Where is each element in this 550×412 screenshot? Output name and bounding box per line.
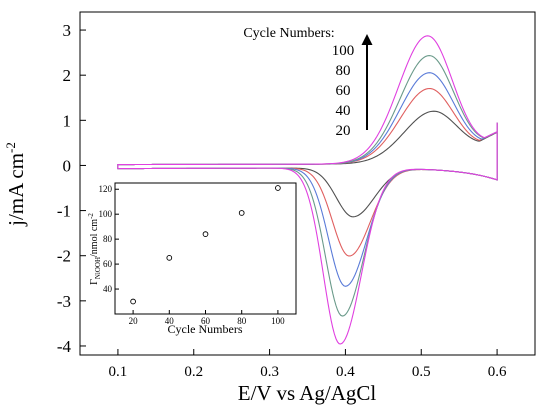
main-x-tick-label-5: 0.6	[488, 364, 507, 380]
inset-point-1	[166, 255, 173, 261]
increase-arrow-head	[361, 34, 373, 45]
main-x-tick-label-4: 0.5	[412, 364, 431, 380]
inset-ylabel-unit: /nmol cm	[89, 219, 100, 257]
main-y-tick-label-2: -2	[57, 247, 71, 266]
inset-point-2	[202, 231, 209, 238]
main-y-tick-label-7: 3	[63, 21, 72, 40]
main-xlabel: E/V vs Ag/AgCl	[238, 381, 377, 405]
main-y-tick-label-0: -4	[57, 337, 72, 356]
inset-x-tick-label-2: 60	[201, 316, 211, 326]
cycle-label-80: 80	[336, 63, 351, 79]
main-plot-frame	[79, 11, 536, 356]
inset-ylabel-subscript: NiOOH	[94, 257, 102, 279]
inset-point-0	[130, 298, 136, 305]
inset-x-tick-label-3: 80	[237, 316, 247, 326]
main-curves	[117, 35, 498, 345]
inset-y-tick-label-1: 60	[103, 259, 113, 269]
inset-point-3	[238, 210, 245, 216]
main-x-tick-label-0: 0.1	[109, 364, 128, 380]
main-x-tick-label-3: 0.4	[336, 364, 355, 380]
cycle-numbers-title: Cycle Numbers:	[243, 26, 334, 41]
cycle-label-20: 20	[336, 123, 351, 139]
inset-y-tick-label-3: 100	[99, 209, 113, 219]
inset-point-4	[275, 185, 281, 191]
main-chart: 0.1 0.2 0.3 0.4 0.5 0.6 -4 -3 -2 -1 0 1 2 3 E/V vs Ag…	[3, 11, 536, 405]
cycle-number-labels: 100 80 60 40 20	[332, 43, 355, 139]
main-y-tick-label-6: 2	[63, 66, 72, 85]
inset-x-tick-label-4: 100	[271, 316, 285, 326]
cycle-label-40: 40	[336, 103, 351, 119]
inset-xlabel: Cycle Numbers	[168, 322, 243, 336]
main-y-tick-label-3: -1	[57, 202, 71, 221]
inset-y-tick-label-4: 120	[99, 184, 113, 194]
main-x-tick-label-1: 0.2	[184, 364, 203, 380]
inset-points	[130, 185, 281, 305]
inset-chart: 20 40 60 80 100 40 60 80 100 120 Cycle Numbers ΓN…	[87, 181, 298, 336]
main-x-tick-label-2: 0.3	[260, 364, 279, 380]
main-ylabel-exponent: -2	[3, 142, 18, 153]
cv-curve-4	[117, 35, 498, 345]
cycle-label-100: 100	[332, 43, 355, 59]
inset-background	[103, 181, 298, 318]
main-y-tick-label-4: 0	[63, 156, 72, 175]
inset-y-tick-label-2: 80	[103, 234, 113, 244]
inset-ylabel-gamma: Γ	[89, 279, 100, 285]
inset-axis-ticks: 20 40 60 80 100 40 60 80 100 120	[99, 184, 286, 326]
inset-ylabel-exponent: -2	[87, 213, 95, 219]
main-ylabel: j/mA cm-2	[3, 142, 28, 227]
cycle-label-60: 60	[336, 83, 351, 99]
main-y-tick-label-5: 1	[63, 111, 72, 130]
inset-y-tick-label-0: 40	[103, 284, 113, 294]
main-y-tick-label-1: -3	[57, 292, 71, 311]
inset-x-tick-label-0: 20	[129, 316, 139, 326]
main-ylabel-text: j/mA cm	[4, 153, 28, 227]
inset-ylabel: ΓNiOOH/nmol cm-2	[87, 213, 102, 285]
main-axis-ticks: 0.1 0.2 0.3 0.4 0.5 0.6 -4 -3 -2 -1 0 1 2 3	[57, 21, 507, 380]
inset-x-tick-label-1: 40	[165, 316, 175, 326]
